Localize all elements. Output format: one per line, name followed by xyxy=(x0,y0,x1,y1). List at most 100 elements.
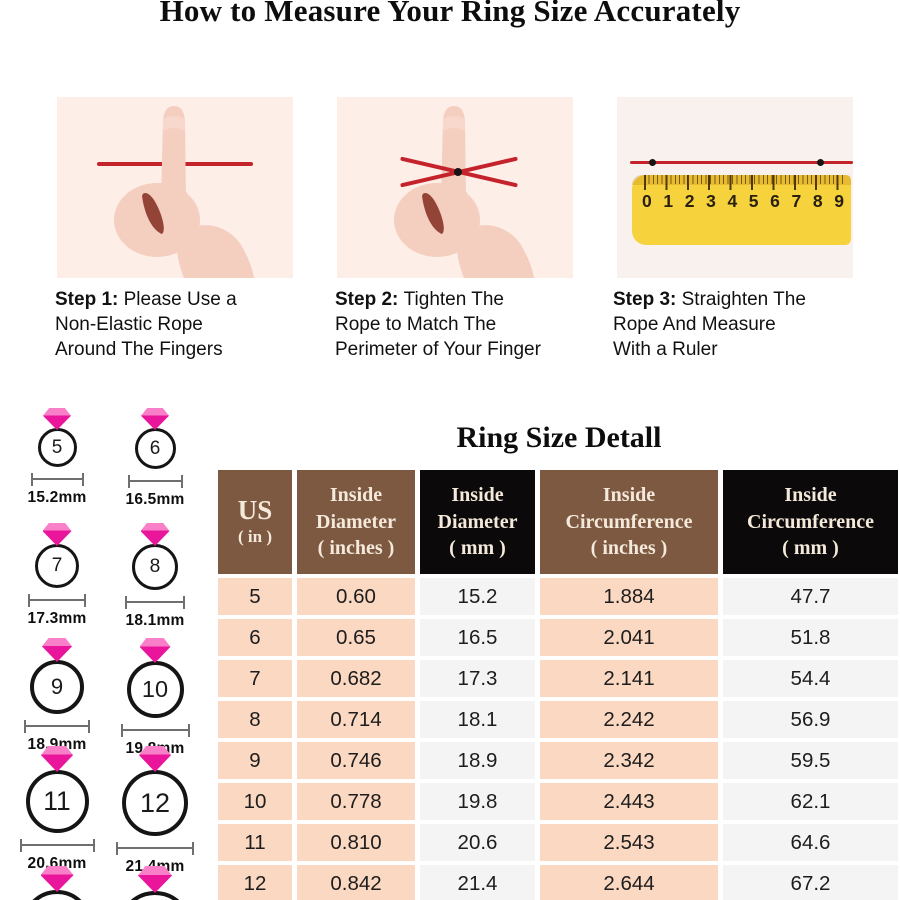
ruler-number: 0 xyxy=(642,191,652,211)
table-cell: 0.842 xyxy=(297,865,415,900)
table-cell: 62.1 xyxy=(723,783,898,820)
ring-circle: 8 xyxy=(132,544,178,590)
ring-size-number: 6 xyxy=(149,437,161,459)
ring-measure-bracket xyxy=(127,475,183,488)
step3-caption: Step 3: Straighten The Rope And Measure Wi… xyxy=(613,287,879,362)
table-cell: 8 xyxy=(218,701,292,738)
ring-item: 6 16.5mm xyxy=(95,408,215,509)
ring-size-table: US( in ) Inside Diameter ( inches ) Inside Di… xyxy=(218,470,900,900)
ring-diamond-icon xyxy=(139,638,171,663)
table-cell: 2.543 xyxy=(540,824,718,861)
step-caption-line: Perimeter of Your Finger xyxy=(335,339,541,360)
step-caption-line: Non-Elastic Rope xyxy=(55,314,203,335)
table-cell: 0.65 xyxy=(297,619,415,656)
header-line: ( mm ) xyxy=(449,537,506,560)
ring-circle: 11 xyxy=(25,770,89,833)
step2-caption: Step 2: Tighten The Rope to Match The Peri… xyxy=(335,287,601,362)
table-cell: 2.342 xyxy=(540,742,718,779)
step-caption-line: Step 1: Please Use a xyxy=(55,289,237,310)
ring-circle: 6 xyxy=(134,428,176,469)
table-header-cell: Inside Diameter ( mm ) xyxy=(420,470,535,574)
table-cell: 20.6 xyxy=(420,824,535,861)
table-cell: 10 xyxy=(218,783,292,820)
ring-item: 9 18.9mm xyxy=(0,638,117,754)
table-cell: 19.8 xyxy=(420,783,535,820)
table-cell: 56.9 xyxy=(723,701,898,738)
ring-circle: 9 xyxy=(30,660,84,714)
ring-item xyxy=(0,866,117,900)
knot-dot xyxy=(454,168,462,176)
ring-item: 11 20.6mm xyxy=(0,746,117,873)
ring-size-label: 17.3mm xyxy=(27,610,87,627)
hand-illustration xyxy=(337,97,573,278)
table-header-cell: Inside Circumference ( inches ) xyxy=(540,470,718,574)
table-cell: 0.60 xyxy=(297,578,415,615)
ring-size-number: 5 xyxy=(51,436,63,458)
header-line: Inside xyxy=(451,484,504,507)
ruler-number: 6 xyxy=(770,191,780,211)
ruler-number: 7 xyxy=(791,191,802,211)
table-cell: 6 xyxy=(218,619,292,656)
ring-circle: 10 xyxy=(126,661,184,718)
header-line: Diameter xyxy=(316,510,396,533)
header-line: ( inches ) xyxy=(317,537,395,560)
ring-diamond-icon xyxy=(140,523,170,546)
table-header-cell: Inside Circumference ( mm ) xyxy=(723,470,898,574)
ruler-number: 9 xyxy=(834,191,844,211)
table-header-cell: US( in ) xyxy=(218,470,292,574)
ring-size-number: 10 xyxy=(141,676,169,702)
ring-diamond-icon xyxy=(139,746,171,772)
page-title: How to Measure Your Ring Size Accurately xyxy=(159,0,741,28)
ring-measure-bracket xyxy=(125,596,185,609)
ring-diamond-icon xyxy=(138,866,172,893)
table-cell: 16.5 xyxy=(420,619,535,656)
header-line: Circumference xyxy=(747,510,874,533)
table-cell: 12 xyxy=(218,865,292,900)
ring-diamond-icon xyxy=(41,746,73,772)
rope-line xyxy=(630,161,853,164)
header-line: ( mm ) xyxy=(782,537,839,560)
measure-dot xyxy=(649,159,656,166)
table-cell: 17.3 xyxy=(420,660,535,697)
table-cell: 18.9 xyxy=(420,742,535,779)
header-line: Diameter xyxy=(437,510,518,533)
header-line: Inside xyxy=(602,484,656,507)
ring-measure-bracket xyxy=(19,839,95,852)
step-caption-line: Around The Fingers xyxy=(55,339,223,360)
ring-circle: 5 xyxy=(37,428,77,467)
table-cell: 9 xyxy=(218,742,292,779)
header-line: ( inches ) xyxy=(590,537,668,560)
table-cell: 0.810 xyxy=(297,824,415,861)
step-caption-line: Step 2: Tighten The xyxy=(335,289,504,310)
table-cell: 67.2 xyxy=(723,865,898,900)
table-cell: 1.884 xyxy=(540,578,718,615)
table-cell: 0.714 xyxy=(297,701,415,738)
header-line: Inside xyxy=(784,484,837,507)
table-cell: 2.242 xyxy=(540,701,718,738)
ring-size-label: 20.6mm xyxy=(27,855,87,872)
table-title: Ring Size Detall xyxy=(456,421,662,454)
ring-diamond-icon xyxy=(40,866,74,892)
table-cell: 15.2 xyxy=(420,578,535,615)
step-caption-line: With a Ruler xyxy=(613,339,718,360)
ring-size-label: 18.9mm xyxy=(27,736,87,753)
step-caption-line: Rope And Measure xyxy=(613,314,776,335)
table-cell: 7 xyxy=(218,660,292,697)
step-caption-line: Step 3: Straighten The xyxy=(613,289,806,310)
ring-circle: 12 xyxy=(122,770,188,836)
table-cell: 11 xyxy=(218,824,292,861)
ring-measure-bracket xyxy=(120,724,190,737)
ring-size-label: 16.5mm xyxy=(125,491,185,508)
header-line: US xyxy=(237,495,273,526)
ring-diamond-icon xyxy=(43,408,71,430)
ring-measure-bracket xyxy=(116,842,194,855)
table-cell: 5 xyxy=(218,578,292,615)
table-cell: 0.778 xyxy=(297,783,415,820)
table-cell: 21.4 xyxy=(420,865,535,900)
ruler-number: 2 xyxy=(684,191,695,211)
ring-item: 5 15.2mm xyxy=(0,408,117,507)
